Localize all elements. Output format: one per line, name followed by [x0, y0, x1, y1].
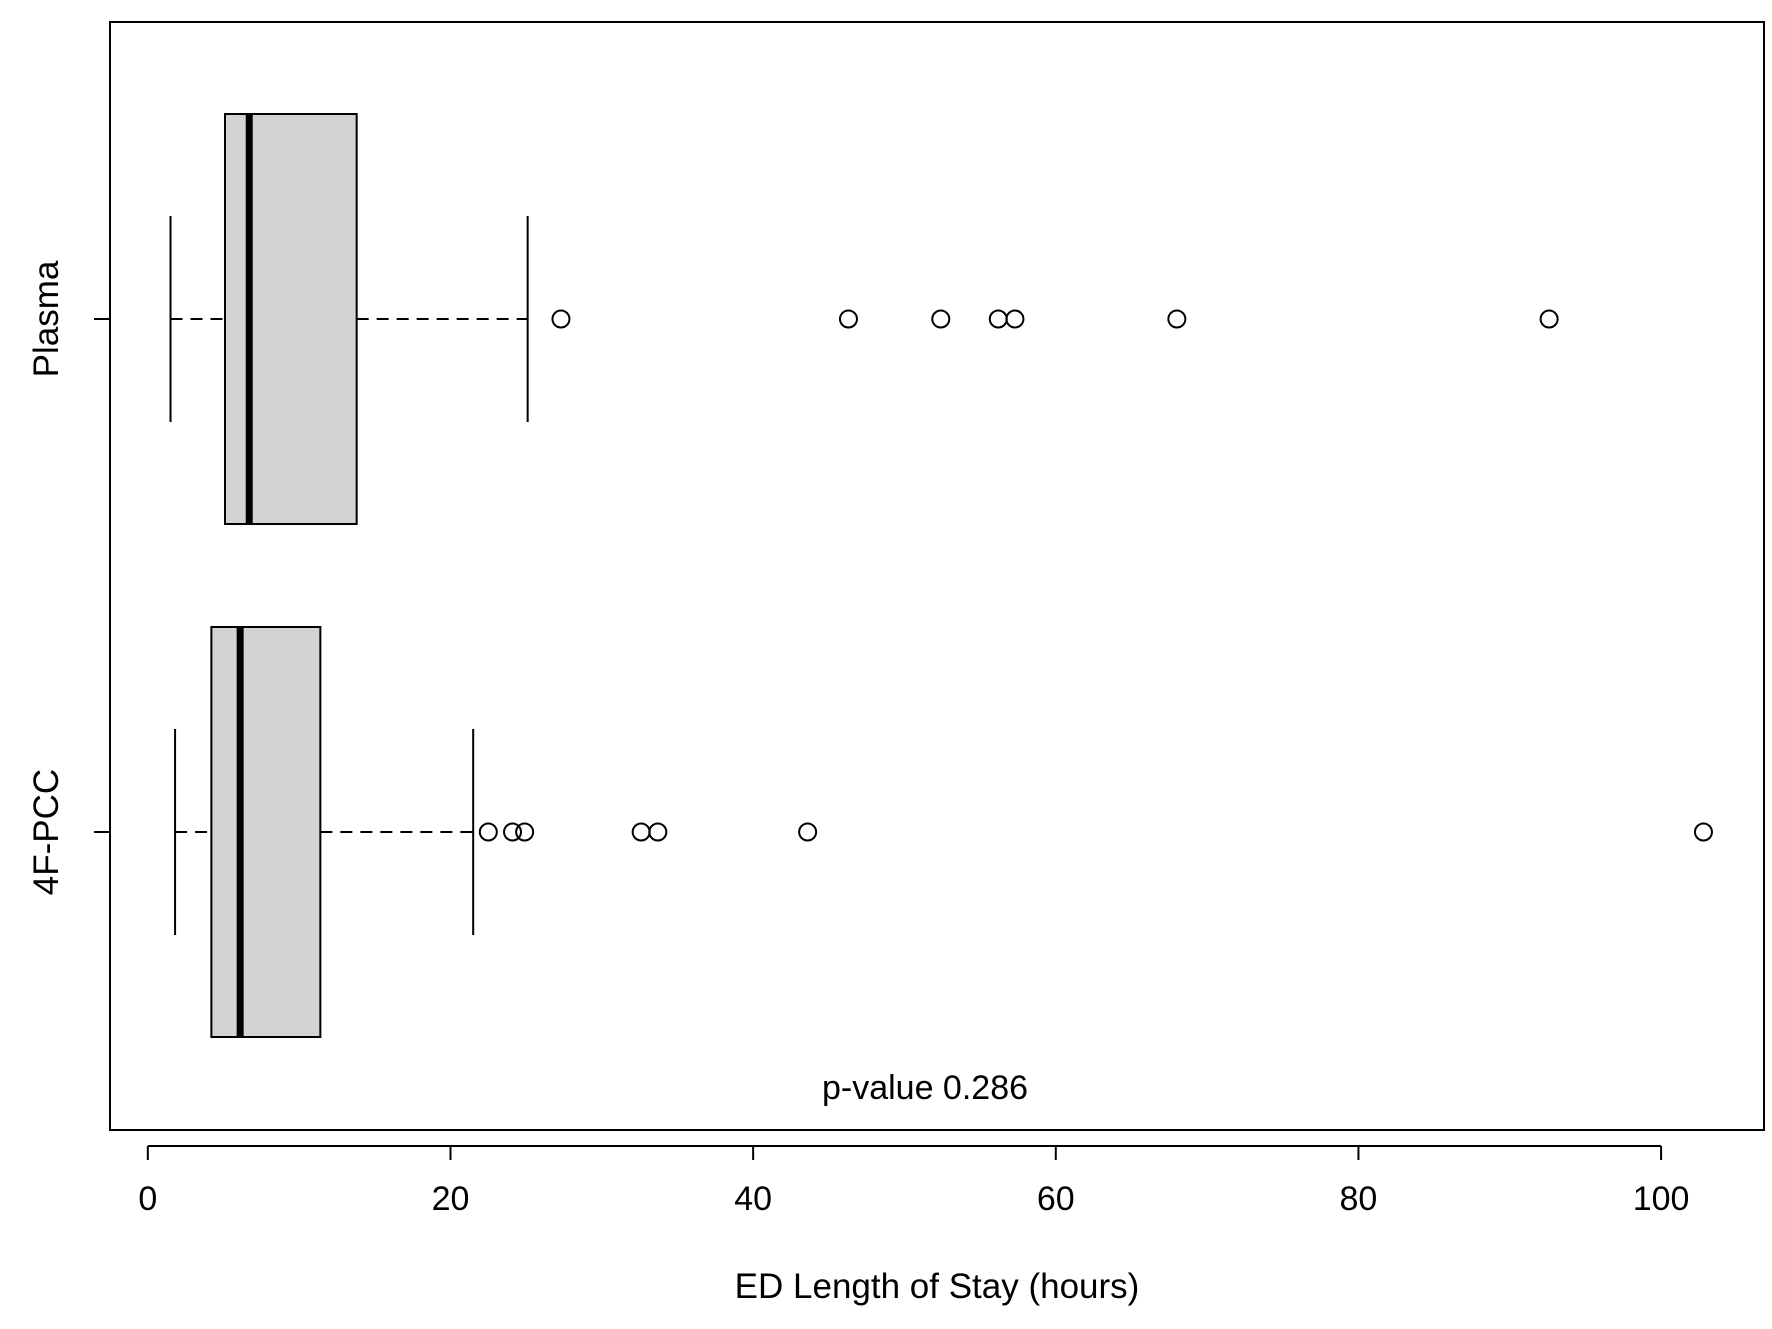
x-tick-label: 80 — [1340, 1180, 1378, 1218]
outlier-point — [931, 309, 951, 329]
x-axis: 0 20 40 60 80 100 — [138, 1145, 1690, 1218]
outlier-point — [631, 822, 651, 842]
outlier-point — [1005, 309, 1025, 329]
iqr-box — [210, 626, 322, 1038]
outlier-point — [503, 822, 523, 842]
plot-frame — [109, 21, 1765, 1131]
x-tick-label: 100 — [1633, 1180, 1690, 1218]
box-group — [174, 626, 1713, 1038]
outlier-point — [1167, 309, 1187, 329]
outlier-point — [988, 309, 1008, 329]
x-tick-label: 40 — [734, 1180, 772, 1218]
y-category-label: 4F-PCC — [27, 769, 66, 895]
outlier-point — [648, 822, 668, 842]
outlier-point — [1693, 822, 1713, 842]
x-tick-label: 20 — [432, 1180, 470, 1218]
outlier-point — [838, 309, 858, 329]
outlier-point — [478, 822, 498, 842]
iqr-box — [224, 113, 358, 525]
outlier-point — [798, 822, 818, 842]
p-value-annotation: p-value 0.286 — [822, 1069, 1028, 1107]
box-groups — [169, 113, 1713, 1038]
y-axis: 4F-PCC Plasma — [27, 260, 110, 895]
outlier-point — [1539, 309, 1559, 329]
x-axis-title: ED Length of Stay (hours) — [735, 1267, 1140, 1306]
outlier-point — [551, 309, 571, 329]
y-category-label: Plasma — [27, 260, 66, 377]
box-group — [169, 113, 1559, 525]
outlier-point — [515, 822, 535, 842]
x-tick-label: 60 — [1037, 1180, 1075, 1218]
x-tick-label: 0 — [138, 1180, 157, 1218]
